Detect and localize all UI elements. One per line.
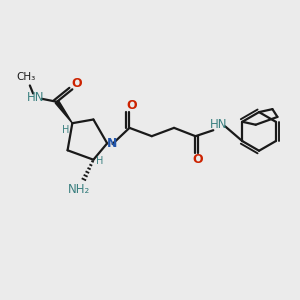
Text: O: O <box>193 153 203 166</box>
Text: H: H <box>96 156 103 166</box>
Text: N: N <box>107 137 118 150</box>
Text: O: O <box>71 77 82 90</box>
Text: HN: HN <box>26 91 44 103</box>
Text: HN: HN <box>210 118 228 131</box>
Text: O: O <box>127 99 137 112</box>
Polygon shape <box>55 100 72 123</box>
Text: H: H <box>62 125 70 135</box>
Text: NH₂: NH₂ <box>68 183 91 196</box>
Text: CH₃: CH₃ <box>16 72 36 82</box>
